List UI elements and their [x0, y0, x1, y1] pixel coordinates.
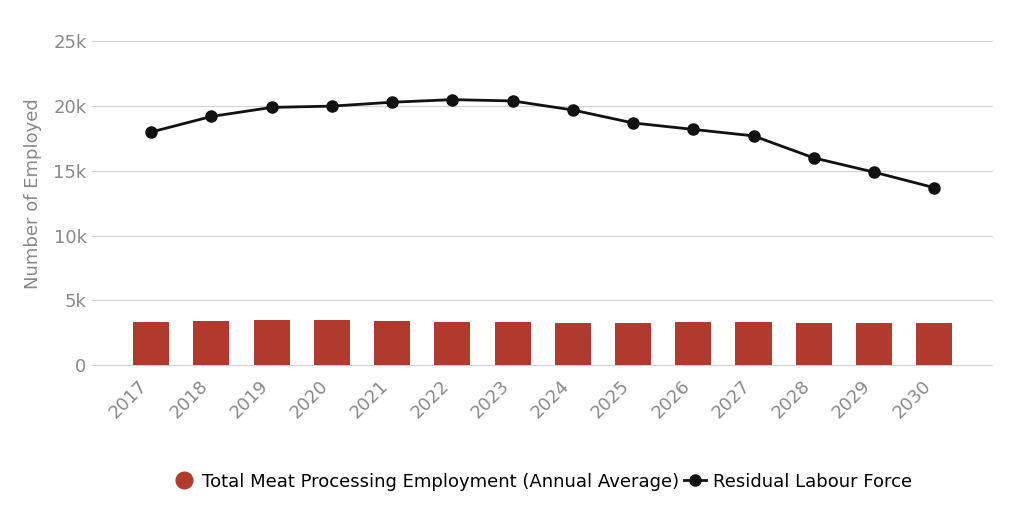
Bar: [374, 321, 411, 365]
Bar: [735, 322, 772, 365]
Y-axis label: Number of Employed: Number of Employed: [25, 98, 42, 289]
Bar: [254, 320, 290, 365]
Bar: [916, 323, 952, 365]
Bar: [615, 323, 651, 365]
Bar: [856, 323, 892, 365]
Bar: [555, 323, 591, 365]
Bar: [495, 322, 530, 365]
Bar: [313, 320, 350, 365]
Bar: [796, 323, 831, 365]
Bar: [133, 322, 169, 365]
Bar: [194, 321, 229, 365]
Bar: [675, 322, 712, 365]
Bar: [434, 322, 470, 365]
Legend: Total Meat Processing Employment (Annual Average), Residual Labour Force: Total Meat Processing Employment (Annual…: [166, 465, 920, 498]
